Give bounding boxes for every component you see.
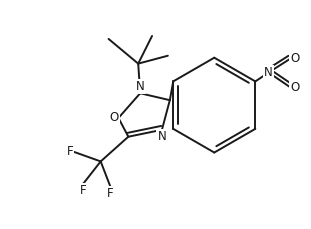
- Text: O: O: [109, 112, 118, 124]
- Text: O: O: [290, 81, 299, 94]
- Text: N: N: [158, 130, 166, 143]
- Text: N: N: [264, 66, 273, 79]
- Text: F: F: [66, 145, 73, 158]
- Text: N: N: [136, 80, 145, 93]
- Text: O: O: [290, 52, 299, 65]
- Text: F: F: [80, 184, 86, 197]
- Text: F: F: [107, 187, 114, 200]
